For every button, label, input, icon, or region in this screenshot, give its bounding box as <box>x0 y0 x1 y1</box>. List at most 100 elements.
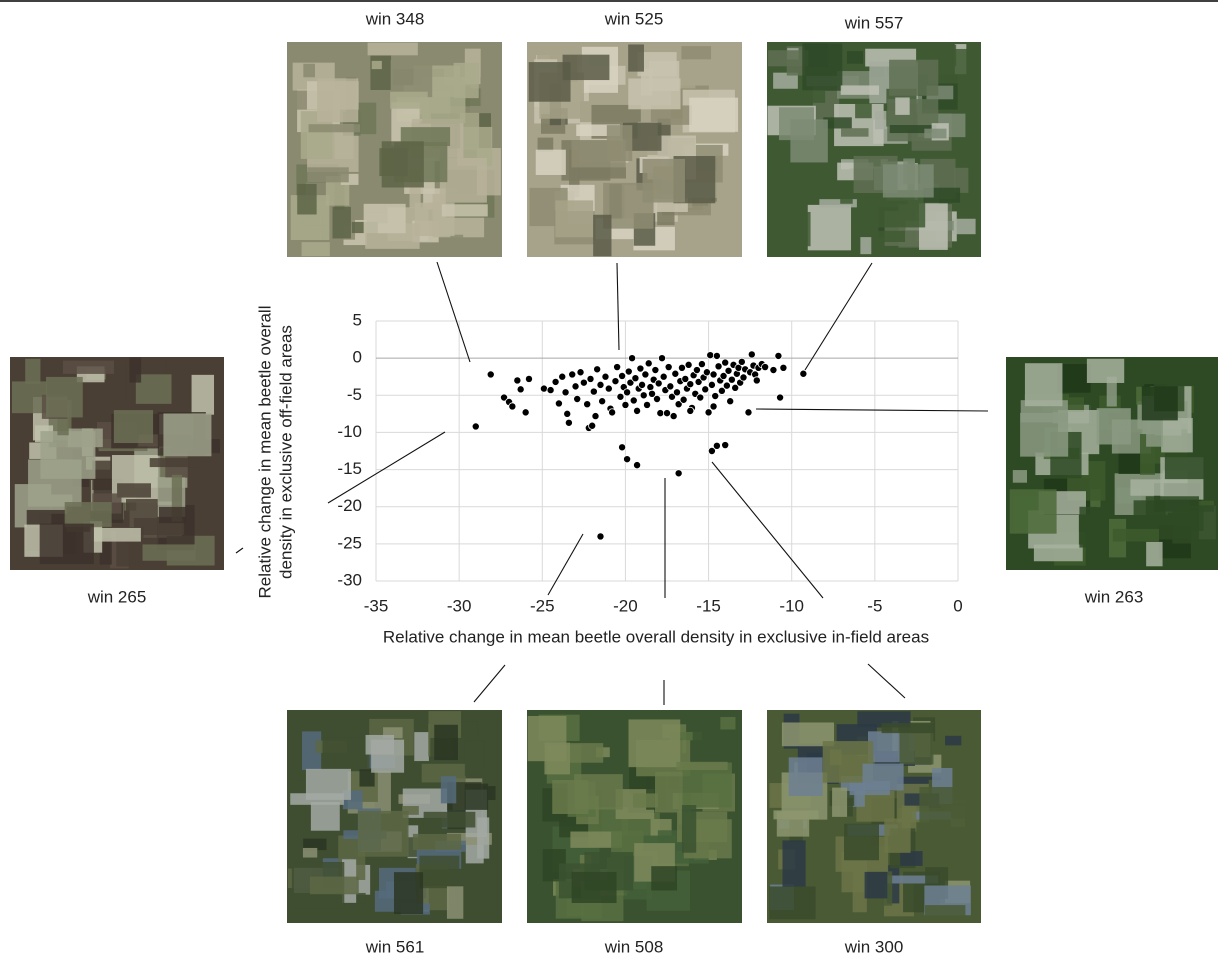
field-patch <box>117 483 151 497</box>
field-patch <box>302 242 330 256</box>
data-point <box>745 409 752 416</box>
data-point <box>702 386 709 393</box>
data-point <box>637 365 644 372</box>
data-point <box>628 355 635 362</box>
data-point <box>687 381 694 388</box>
data-point <box>670 412 677 419</box>
x-tick-label: -10 <box>779 596 804 615</box>
data-point <box>472 423 479 430</box>
data-point <box>703 369 710 376</box>
data-point <box>509 403 516 410</box>
field-patch <box>129 357 141 382</box>
panel-label: win 508 <box>604 937 664 956</box>
field-patch <box>309 124 360 132</box>
data-point <box>655 380 662 387</box>
field-patch <box>447 886 463 918</box>
data-point <box>685 361 692 368</box>
data-point <box>658 355 665 362</box>
field-patch <box>696 222 708 230</box>
field-patch <box>536 150 566 175</box>
field-patch <box>159 507 187 523</box>
field-patch <box>323 737 370 771</box>
data-point <box>625 368 632 375</box>
field-patch <box>317 78 358 122</box>
y-tick-label: -20 <box>337 496 362 515</box>
field-patch <box>544 743 570 775</box>
field-patch <box>1113 529 1159 542</box>
data-point <box>623 389 630 396</box>
data-point <box>559 373 566 380</box>
field-patch <box>1020 413 1068 457</box>
data-point <box>562 389 569 396</box>
data-point <box>652 366 659 373</box>
field-patch <box>924 129 946 139</box>
panel-label: win 265 <box>87 587 147 606</box>
field-patch <box>40 524 94 564</box>
data-point <box>642 371 649 378</box>
data-point <box>643 401 650 408</box>
data-point <box>514 377 521 384</box>
field-patch <box>136 374 172 404</box>
data-point <box>584 401 591 408</box>
field-patch <box>808 205 851 250</box>
field-patch <box>358 811 409 857</box>
field-patch <box>1165 453 1206 479</box>
field-patch <box>465 741 485 776</box>
field-patch <box>1010 489 1057 533</box>
x-tick-label: -15 <box>696 596 721 615</box>
data-point <box>569 371 576 378</box>
field-patch <box>1172 505 1216 543</box>
satellite-image <box>287 42 502 257</box>
data-point <box>705 409 712 416</box>
data-point <box>748 351 755 358</box>
data-point <box>517 386 524 393</box>
field-patch <box>12 381 47 413</box>
field-patch <box>442 204 488 216</box>
x-tick-label: 0 <box>953 596 962 615</box>
data-point <box>800 370 807 377</box>
data-point <box>660 373 667 380</box>
data-point <box>633 407 640 414</box>
data-point <box>728 376 735 383</box>
x-tick-label: -20 <box>613 596 638 615</box>
data-point <box>663 410 670 417</box>
field-patch <box>1161 418 1193 452</box>
data-point <box>592 412 599 419</box>
data-point <box>713 352 720 359</box>
field-patch <box>628 44 644 71</box>
field-patch <box>480 77 490 109</box>
satellite-image <box>527 710 742 923</box>
panel-label: win 348 <box>365 9 425 28</box>
field-patch <box>390 92 428 109</box>
data-point <box>597 533 604 540</box>
field-patch <box>681 46 711 59</box>
data-point <box>678 364 685 371</box>
field-patch <box>303 848 317 858</box>
satellite-image <box>1006 357 1218 570</box>
data-point <box>522 409 529 416</box>
data-point <box>712 392 719 399</box>
field-patch <box>366 735 395 755</box>
field-patch <box>372 61 382 69</box>
data-point <box>775 352 782 359</box>
satellite-image <box>767 710 981 923</box>
x-tick-label: -35 <box>364 596 389 615</box>
data-point <box>667 383 674 390</box>
field-patch <box>370 56 391 90</box>
field-patch <box>769 886 815 919</box>
field-patch <box>633 793 658 807</box>
data-point <box>707 352 714 359</box>
y-tick-label: 0 <box>353 348 362 367</box>
field-patch <box>925 905 965 921</box>
field-patch <box>332 207 350 239</box>
field-patch <box>693 729 741 761</box>
y-tick-label: -30 <box>337 570 362 589</box>
field-patch <box>538 138 554 152</box>
x-tick-label: -30 <box>447 596 472 615</box>
field-patch <box>1025 363 1063 406</box>
data-point <box>580 379 587 386</box>
field-patch <box>311 802 340 831</box>
field-patch <box>368 43 418 56</box>
data-point <box>672 370 679 377</box>
field-patch <box>114 410 153 443</box>
